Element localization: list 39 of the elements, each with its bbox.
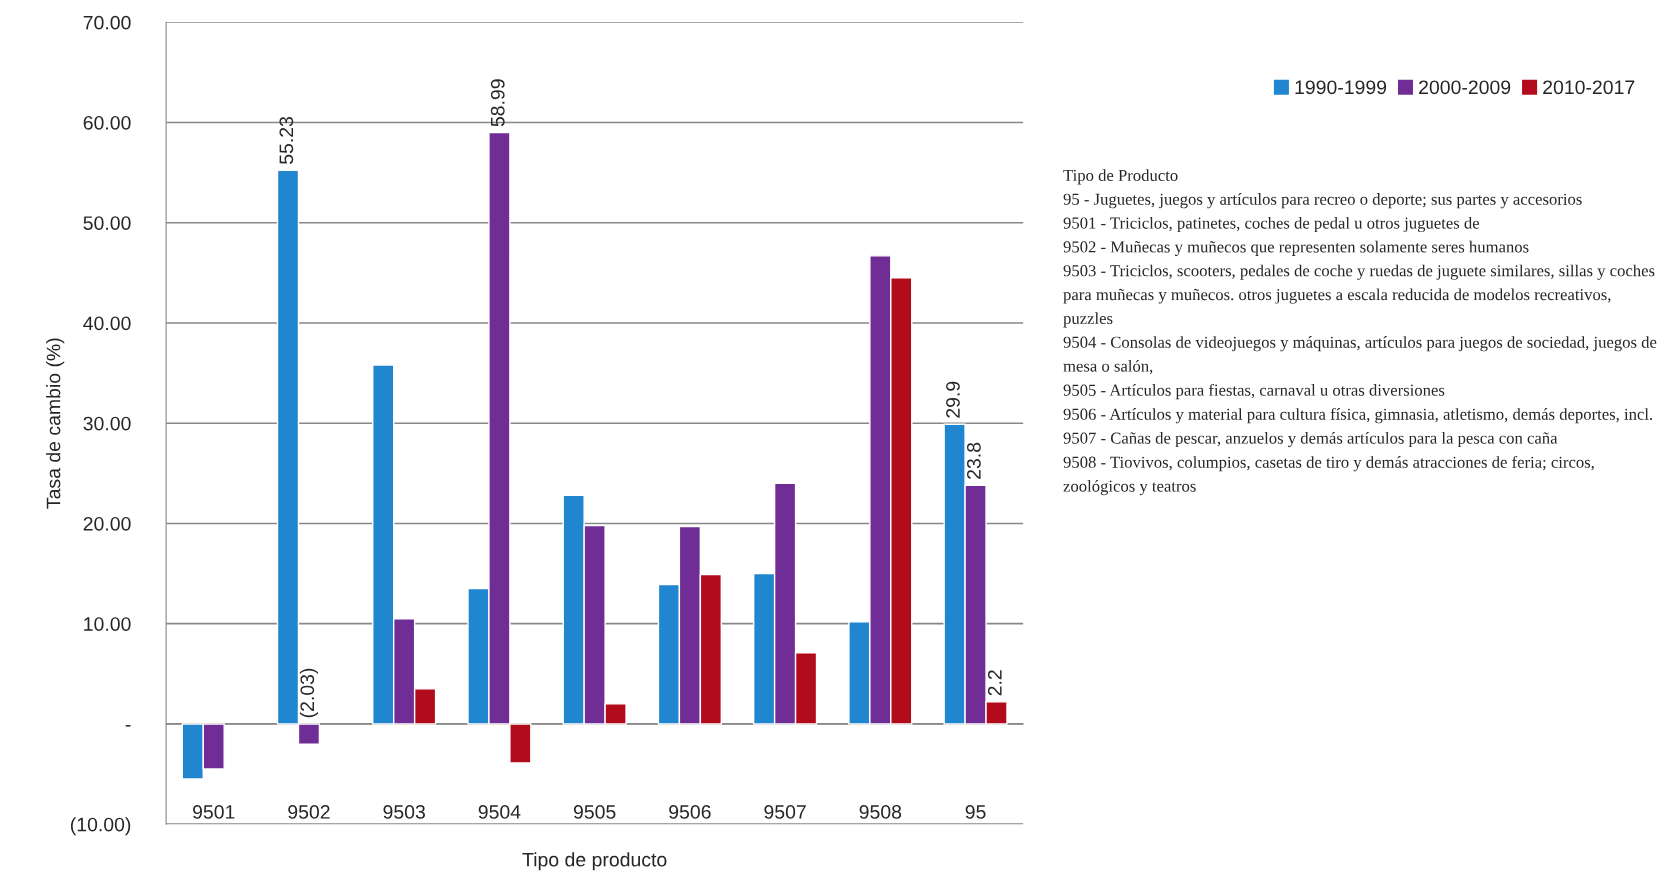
text: Tipo de Producto (1063, 169, 1178, 185)
x-tick-label: 9502 (288, 805, 330, 819)
text: 9507 - Cañas de pescar, anzuelos y demás artículos para la pesca con caña (1063, 431, 1558, 448)
y-tick-label: 60.00 (83, 115, 131, 130)
legend-label: 1990-1999 (1295, 80, 1387, 95)
y-tick-label: - (125, 725, 131, 727)
x-tick-label: 9508 (859, 805, 902, 819)
y-tick-label: 50.00 (83, 216, 131, 230)
x-axis-title: Tipo de producto (522, 852, 667, 871)
data-label: (2.03) (299, 668, 318, 718)
x-tick-label: 9505 (573, 805, 616, 819)
x-tick-label: 9506 (669, 805, 711, 819)
x-tick-label: 9501 (193, 805, 235, 819)
legend-label: 2010-2017 (1543, 80, 1635, 95)
text: 9508 - Tiovivos, columpios, casetas de tiro y demás atracciones de feria; circos, zoológicos y teatros (1063, 455, 1594, 496)
data-label: 23.8 (967, 442, 981, 479)
x-tick-label: 9504 (478, 805, 521, 819)
y-axis-title: Tasa de cambio (%) (46, 338, 65, 509)
y-tick-label: 30.00 (83, 416, 131, 431)
text: 9503 - Triciclos, scooters, pedales de coche y ruedas de juguete similares, sillas y coches para muñecas y muñecos. otros juguetes a escala reducida de modelos recreativos, puzzles (1063, 264, 1655, 328)
y-tick-label: 20.00 (83, 516, 131, 531)
x-tick-label: 95 (965, 805, 986, 819)
y-tick-label: 70.00 (83, 15, 131, 30)
legend-label: 2000-2009 (1419, 80, 1511, 95)
y-tick-label: 10.00 (84, 617, 131, 631)
text: 95 - Juguetes, juegos y artículos para recreo o deporte; sus partes y accesorios (1063, 193, 1582, 209)
text: 9501 - Triciclos, patinetes, coches de pedal u otros juguetes de (1063, 216, 1480, 233)
text: 9504 - Consolas de videojuegos y máquinas, artículos para juegos de sociedad, juegos de mesa o salón, (1063, 336, 1657, 375)
data-label: 29.9 (946, 381, 960, 418)
x-tick-label: 9507 (764, 805, 806, 819)
text: 9505 - Artículos para fiestas, carnaval u otras diversiones (1063, 383, 1445, 400)
text: 9506 - Artículos y material para cultura física, gimnasia, atletismo, demás deportes, incl. (1063, 407, 1653, 424)
y-tick-label: (10.00) (70, 817, 131, 836)
data-label: 55.23 (279, 116, 294, 164)
y-tick-label: 40.00 (83, 316, 131, 331)
text: 9502 - Muñecas y muñecos que representen solamente seres humanos (1063, 240, 1529, 256)
x-tick-label: 9503 (383, 805, 425, 819)
data-label: 2.2 (987, 670, 1002, 696)
data-label: 58.99 (490, 79, 505, 127)
